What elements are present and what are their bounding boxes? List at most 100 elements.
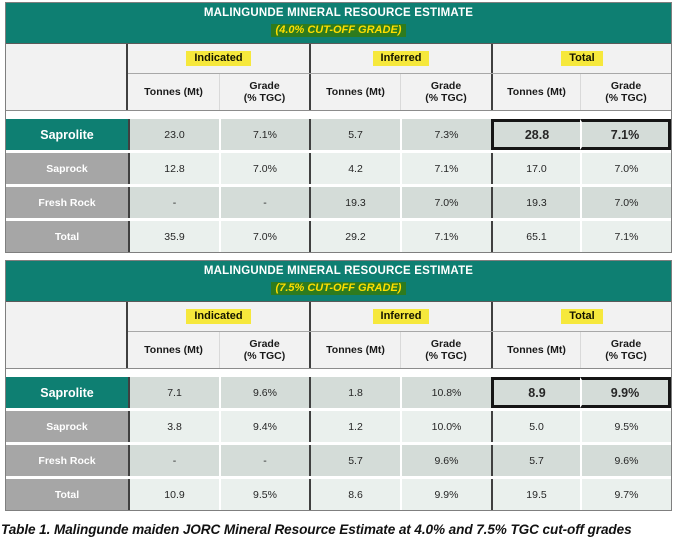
table2-subheader-row: Tonnes (Mt) Grade (% TGC) Tonnes (Mt) Gr… <box>128 332 671 368</box>
col-header-tonnes-inferred: Tonnes (Mt) <box>309 74 400 110</box>
cell-value: 9.9% <box>400 479 491 510</box>
cell-value: 17.0 <box>491 153 580 184</box>
row-label-total: Total <box>6 221 128 252</box>
cell-value: 9.6% <box>219 377 309 408</box>
table1-subtitle-highlight: (4.0% CUT-OFF GRADE) <box>270 24 407 37</box>
cell-value: 7.0% <box>580 187 671 218</box>
cell-value: - <box>128 445 219 476</box>
table1-header: Indicated Inferred Total Tonnes (Mt) Gra… <box>6 44 671 111</box>
row-label-fresh-rock: Fresh Rock <box>6 445 128 476</box>
table1-title: MALINGUNDE MINERAL RESOURCE ESTIMATE <box>203 7 474 19</box>
table1-subheader-row: Tonnes (Mt) Grade (% TGC) Tonnes (Mt) Gr… <box>128 74 671 110</box>
cell-value: 7.0% <box>219 153 309 184</box>
table-row-saprolite: Saprolite 7.1 9.6% 1.8 10.8% 8.9 9.9% <box>6 377 671 408</box>
resource-table-4pct: MALINGUNDE MINERAL RESOURCE ESTIMATE (4.… <box>5 2 672 253</box>
table2-subtitle-row: (7.5% CUT-OFF GRADE) <box>6 278 671 296</box>
table-row-saprock: Saprock 3.8 9.4% 1.2 10.0% 5.0 9.5% <box>6 411 671 442</box>
cell-value: 7.1% <box>400 221 491 252</box>
cell-value: 3.8 <box>128 411 219 442</box>
cell-value: 7.0% <box>400 187 491 218</box>
table-row-total: Total 10.9 9.5% 8.6 9.9% 19.5 9.7% <box>6 479 671 510</box>
cell-value: - <box>219 187 309 218</box>
col-header-grade-inferred: Grade (% TGC) <box>400 332 491 368</box>
cell-value: - <box>219 445 309 476</box>
col-header-grade-total: Grade (% TGC) <box>580 332 671 368</box>
group-header-total: Total <box>491 302 671 331</box>
table-caption: Table 1. Malingunde maiden JORC Mineral … <box>1 522 632 537</box>
col-header-tonnes-inferred: Tonnes (Mt) <box>309 332 400 368</box>
cell-value-total-highlight: 28.8 <box>491 119 580 150</box>
cell-value: 9.6% <box>580 445 671 476</box>
cell-value: 1.2 <box>309 411 400 442</box>
cell-value: 19.5 <box>491 479 580 510</box>
table1-subtitle-row: (4.0% CUT-OFF GRADE) <box>6 20 671 38</box>
table-row-fresh-rock: Fresh Rock - - 19.3 7.0% 19.3 7.0% <box>6 187 671 218</box>
cell-value: 7.3% <box>400 119 491 150</box>
group-header-indicated: Indicated <box>128 302 309 331</box>
group-header-inferred: Inferred <box>309 44 491 73</box>
header-body-gap <box>6 111 671 119</box>
table2-header: Indicated Inferred Total Tonnes (Mt) Gra… <box>6 302 671 369</box>
group-header-inferred: Inferred <box>309 302 491 331</box>
cell-value-total-highlight: 8.9 <box>491 377 580 408</box>
col-header-tonnes-indicated: Tonnes (Mt) <box>144 343 203 356</box>
cell-value-total-highlight: 7.1% <box>580 119 671 150</box>
col-header-tonnes-total: Tonnes (Mt) <box>491 332 580 368</box>
header-body-gap <box>6 369 671 377</box>
cell-value: 9.5% <box>580 411 671 442</box>
cell-value: 7.1% <box>580 221 671 252</box>
table2-corner-cell <box>6 302 128 368</box>
cell-value: 9.4% <box>219 411 309 442</box>
cell-value-total-highlight: 9.9% <box>580 377 671 408</box>
cell-value: 19.3 <box>491 187 580 218</box>
cell-value: - <box>128 187 219 218</box>
row-label-total: Total <box>6 479 128 510</box>
cell-value: 10.9 <box>128 479 219 510</box>
cell-value: 19.3 <box>309 187 400 218</box>
row-label-saprolite: Saprolite <box>6 119 128 150</box>
table1-body: Saprolite 23.0 7.1% 5.7 7.3% 28.8 7.1% S… <box>6 119 671 252</box>
row-label-fresh-rock: Fresh Rock <box>6 187 128 218</box>
cell-value: 10.8% <box>400 377 491 408</box>
table-row-fresh-rock: Fresh Rock - - 5.7 9.6% 5.7 9.6% <box>6 445 671 476</box>
row-label-saprock: Saprock <box>6 411 128 442</box>
row-label-saprolite: Saprolite <box>6 377 128 408</box>
group-header-indicated: Indicated <box>128 44 309 73</box>
cell-value: 12.8 <box>128 153 219 184</box>
cell-value: 5.7 <box>309 119 400 150</box>
table2-body: Saprolite 7.1 9.6% 1.8 10.8% 8.9 9.9% Sa… <box>6 377 671 510</box>
cell-value: 65.1 <box>491 221 580 252</box>
table1-group-header-row: Indicated Inferred Total <box>128 44 671 74</box>
cell-value: 9.5% <box>219 479 309 510</box>
table2-group-header-row: Indicated Inferred Total <box>128 302 671 332</box>
table2-title-bar: MALINGUNDE MINERAL RESOURCE ESTIMATE (7.… <box>6 261 671 302</box>
cell-value: 5.0 <box>491 411 580 442</box>
cell-value: 8.6 <box>309 479 400 510</box>
cell-value: 7.0% <box>219 221 309 252</box>
col-header-tonnes-indicated: Tonnes (Mt) <box>144 85 203 98</box>
table-row-saprolite: Saprolite 23.0 7.1% 5.7 7.3% 28.8 7.1% <box>6 119 671 150</box>
cell-value: 7.1 <box>128 377 219 408</box>
cell-value: 7.1% <box>400 153 491 184</box>
col-header-grade-indicated: Grade (% TGC) <box>219 74 309 110</box>
cell-value: 7.0% <box>580 153 671 184</box>
table1-corner-cell <box>6 44 128 110</box>
row-label-saprock: Saprock <box>6 153 128 184</box>
col-header-tonnes-total: Tonnes (Mt) <box>491 74 580 110</box>
table2-title: MALINGUNDE MINERAL RESOURCE ESTIMATE <box>203 265 474 277</box>
cell-value: 9.6% <box>400 445 491 476</box>
table2-subtitle-highlight: (7.5% CUT-OFF GRADE) <box>270 282 407 295</box>
cell-value: 5.7 <box>309 445 400 476</box>
cell-value: 35.9 <box>128 221 219 252</box>
cell-value: 4.2 <box>309 153 400 184</box>
cell-value: 9.7% <box>580 479 671 510</box>
cell-value: 7.1% <box>219 119 309 150</box>
table-row-saprock: Saprock 12.8 7.0% 4.2 7.1% 17.0 7.0% <box>6 153 671 184</box>
col-header-grade-total: Grade (% TGC) <box>580 74 671 110</box>
group-header-total: Total <box>491 44 671 73</box>
cell-value: 29.2 <box>309 221 400 252</box>
cell-value: 1.8 <box>309 377 400 408</box>
col-header-grade-inferred: Grade (% TGC) <box>400 74 491 110</box>
resource-table-7-5pct: MALINGUNDE MINERAL RESOURCE ESTIMATE (7.… <box>5 260 672 511</box>
table-row-total: Total 35.9 7.0% 29.2 7.1% 65.1 7.1% <box>6 221 671 252</box>
